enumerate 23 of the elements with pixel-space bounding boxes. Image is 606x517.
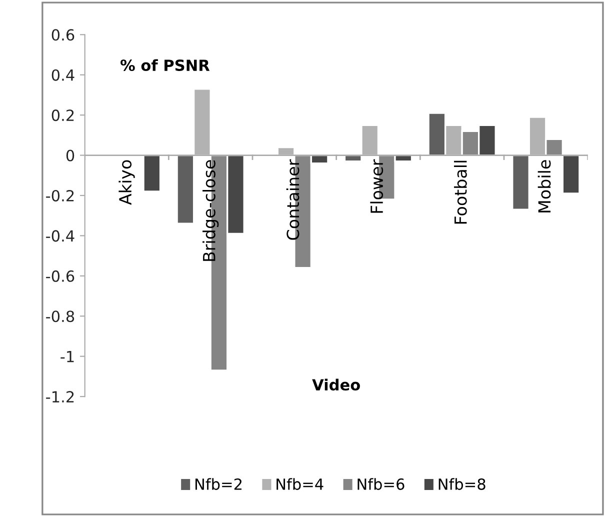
y-tick-label: 0	[66, 150, 74, 162]
y-tick-label: 0.2	[52, 110, 74, 122]
legend-label: Nfb=6	[358, 478, 404, 490]
x-tick-label: Football	[454, 160, 467, 224]
y-tick-label: -0.2	[46, 190, 74, 202]
x-tick-label: Mobile	[538, 160, 551, 212]
legend-label: Nfb=4	[276, 478, 324, 490]
legend-label: Nfb=2	[195, 478, 242, 490]
y-tick-label: -0.4	[46, 230, 74, 242]
x-tick-label: Container	[286, 159, 300, 240]
legend-label: Nfb=8	[438, 478, 486, 490]
y-tick-label: 0.4	[52, 69, 74, 81]
y-tick-label: -0.8	[46, 310, 74, 322]
x-tick-label: Flower	[370, 159, 384, 213]
y-tick-label: -1.2	[46, 391, 74, 402]
x-axis-title: Video	[312, 378, 360, 391]
y-axis-title: % of PSNR	[120, 59, 210, 72]
x-tick-label: Akiyo	[118, 160, 135, 205]
y-tick-label: 0.6	[52, 29, 74, 41]
bar	[142, 154, 162, 192]
y-tick-label: -1	[60, 350, 74, 362]
x-tick-label: Bridge-close	[202, 160, 219, 261]
y-tick-label: -0.6	[46, 270, 74, 282]
